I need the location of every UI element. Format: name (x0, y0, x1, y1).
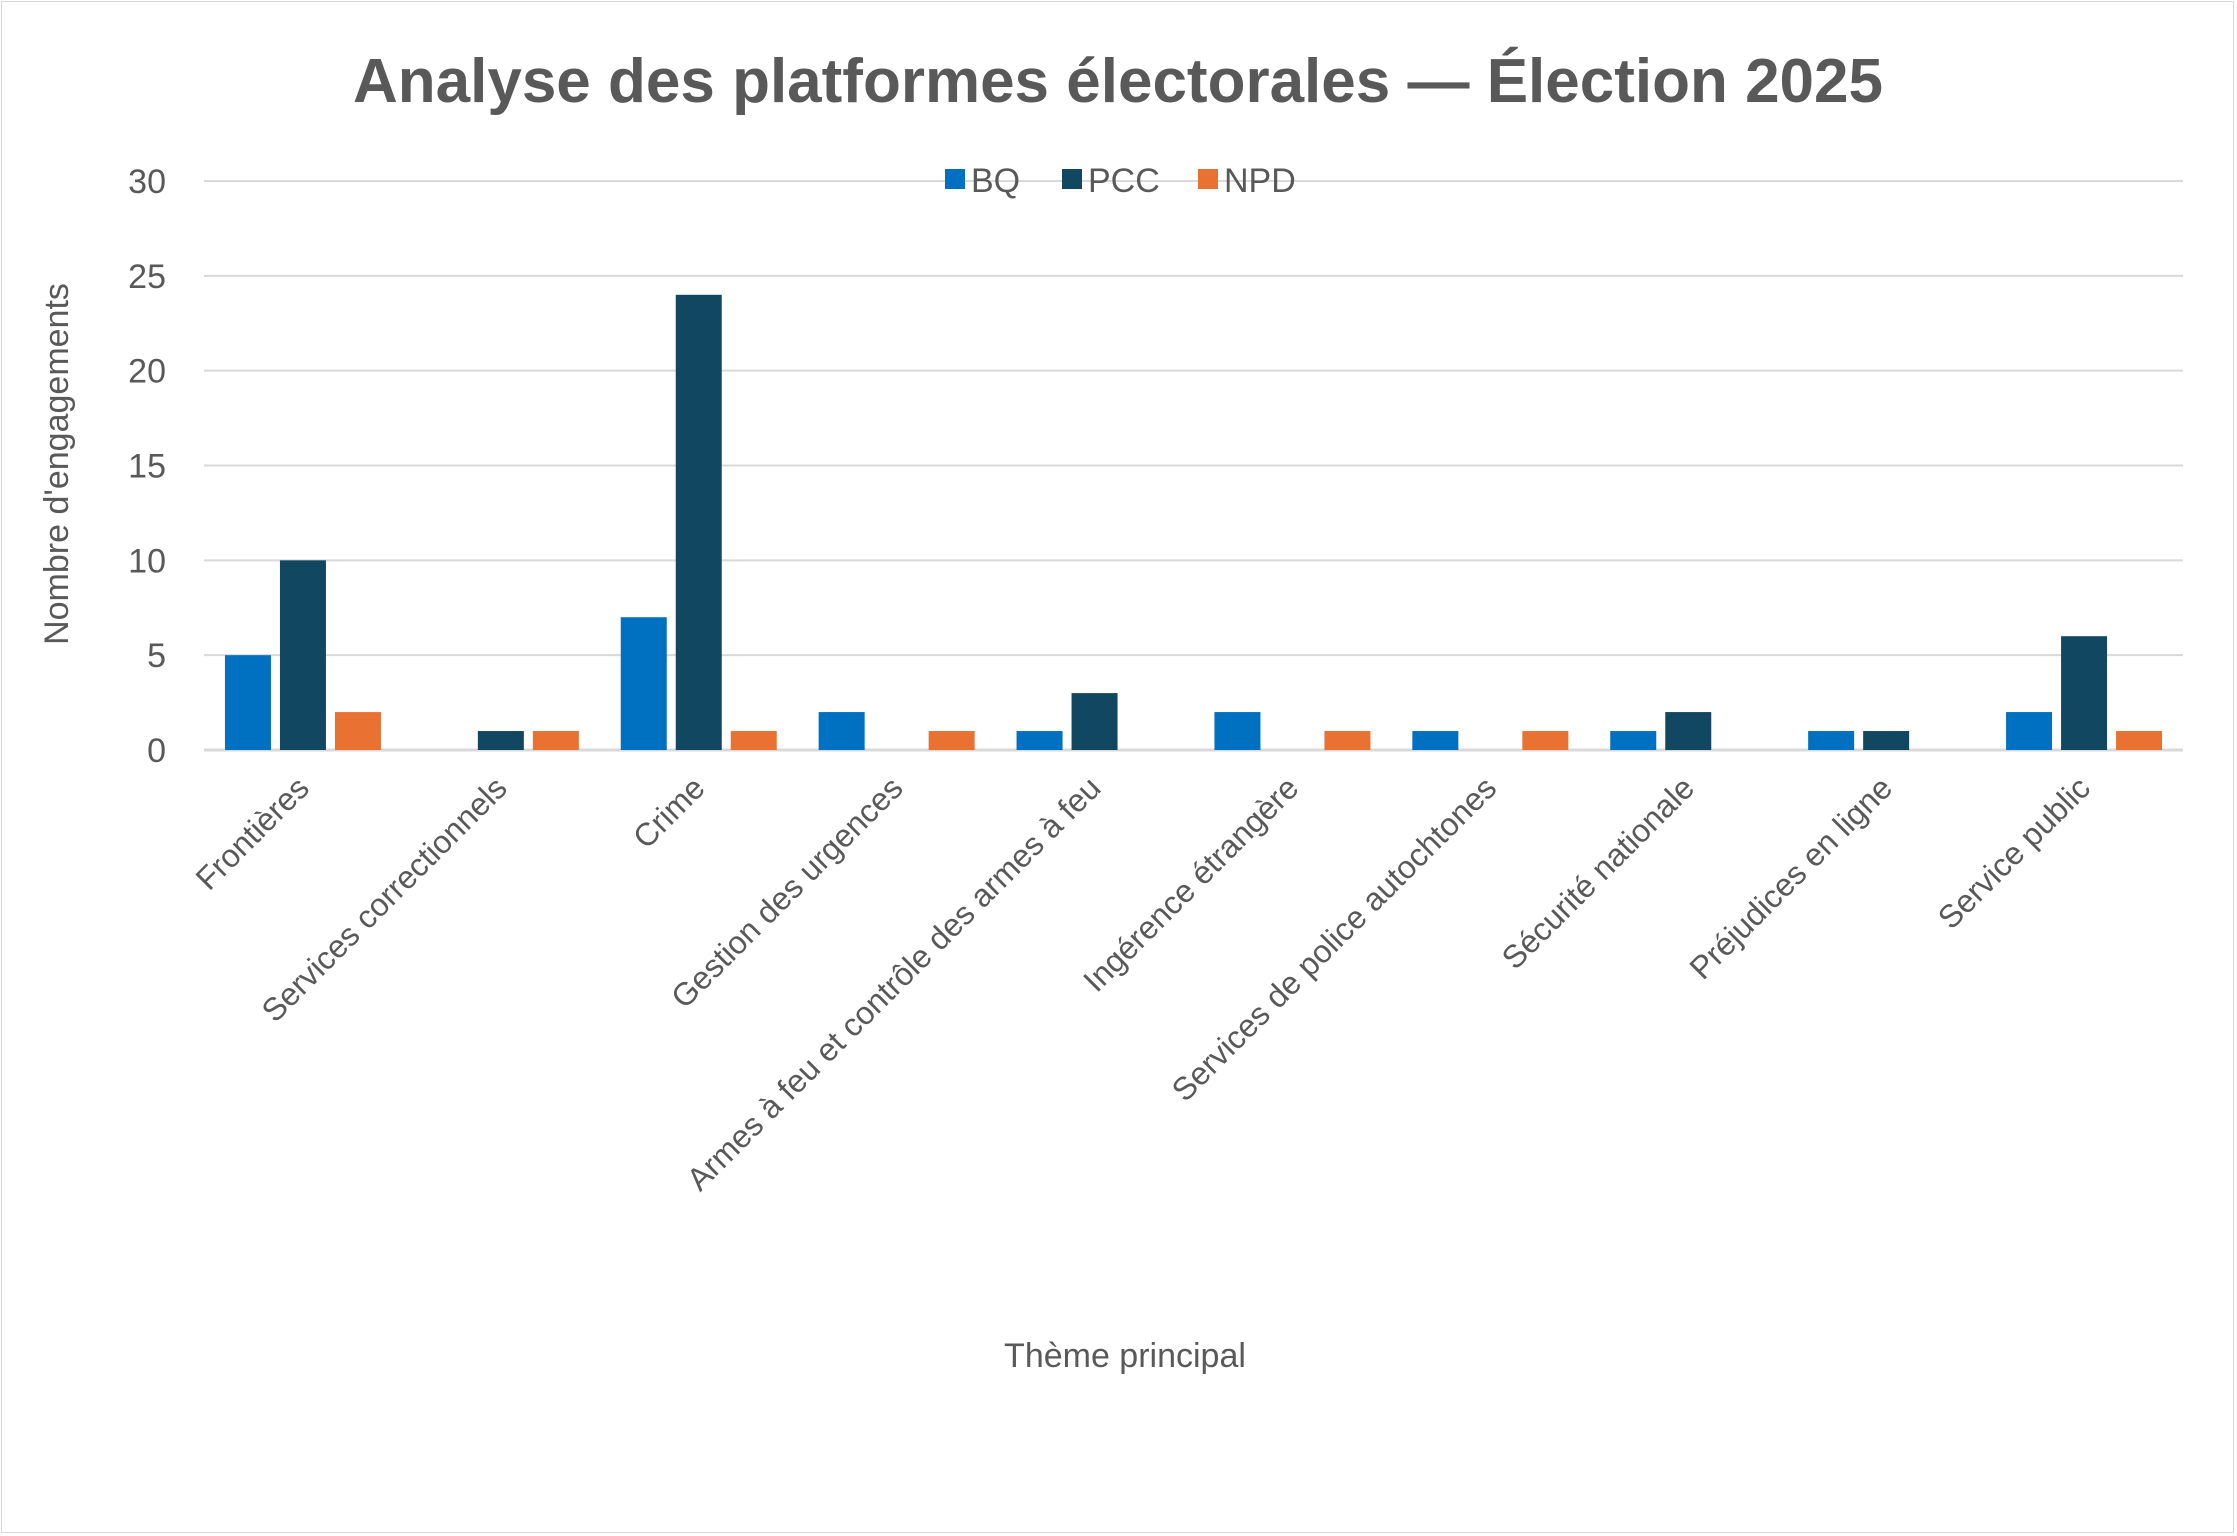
bar-bq (1808, 731, 1855, 750)
x-tick-label: Armes à feu et contrôle des armes à feu (680, 769, 1108, 1197)
x-tick-label: Ingérence étrangère (1076, 769, 1305, 998)
bar-bq (1412, 731, 1459, 750)
y-tick-label: 15 (128, 448, 166, 486)
chart-title: Analyse des platformes électorales — Éle… (353, 47, 1883, 116)
y-axis-title: Nombre d'engagements (38, 283, 76, 645)
x-tick-label: Service public (1931, 769, 2097, 935)
x-tick-label: Sécurité nationale (1495, 769, 1702, 976)
bar-npd (532, 731, 579, 750)
legend: BQ PCC NPD (945, 162, 1296, 200)
bar-pcc (1863, 731, 1910, 750)
y-tick-label: 20 (128, 353, 166, 391)
bar-npd (1522, 731, 1569, 750)
y-tick-label: 10 (128, 542, 166, 580)
y-tick-label: 30 (128, 163, 166, 201)
legend-swatch-npd (1198, 169, 1218, 189)
bar-pcc (675, 294, 722, 750)
bar-bq (224, 655, 271, 750)
bar-pcc (477, 731, 524, 750)
bar-pcc (279, 560, 326, 750)
bar-bq (1214, 712, 1261, 750)
bar-pcc (2061, 636, 2108, 750)
x-tick-label: Crime (626, 769, 712, 855)
x-tick-label: Préjudices en ligne (1682, 769, 1899, 986)
y-tick-label: 0 (147, 732, 166, 770)
bar-bq (620, 617, 667, 750)
bar-npd (2116, 731, 2163, 750)
legend-label-bq: BQ (971, 162, 1020, 200)
bar-bq (1610, 731, 1657, 750)
bar-npd (334, 712, 381, 750)
bar-bq (2006, 712, 2053, 750)
legend-label-pcc: PCC (1088, 162, 1160, 200)
y-tick-label: 5 (147, 637, 166, 675)
x-axis-title: Thème principal (1004, 1337, 1246, 1375)
bar-npd (730, 731, 777, 750)
legend-label-npd: NPD (1224, 162, 1296, 200)
bar-pcc (1071, 693, 1118, 750)
x-tick-label: Services de police autochtones (1165, 769, 1504, 1108)
x-tick-label: Frontières (189, 769, 316, 896)
legend-swatch-pcc (1062, 169, 1082, 189)
bar-bq (818, 712, 865, 750)
bars (224, 294, 2163, 750)
bar-bq (1016, 731, 1063, 750)
y-axis-ticks: 0 5 10 15 20 25 30 (128, 163, 166, 770)
bar-npd (1324, 731, 1371, 750)
bar-pcc (1665, 712, 1712, 750)
bar-npd (928, 731, 975, 750)
y-tick-label: 25 (128, 258, 166, 296)
legend-swatch-bq (945, 169, 965, 189)
gridlines (204, 180, 2183, 752)
